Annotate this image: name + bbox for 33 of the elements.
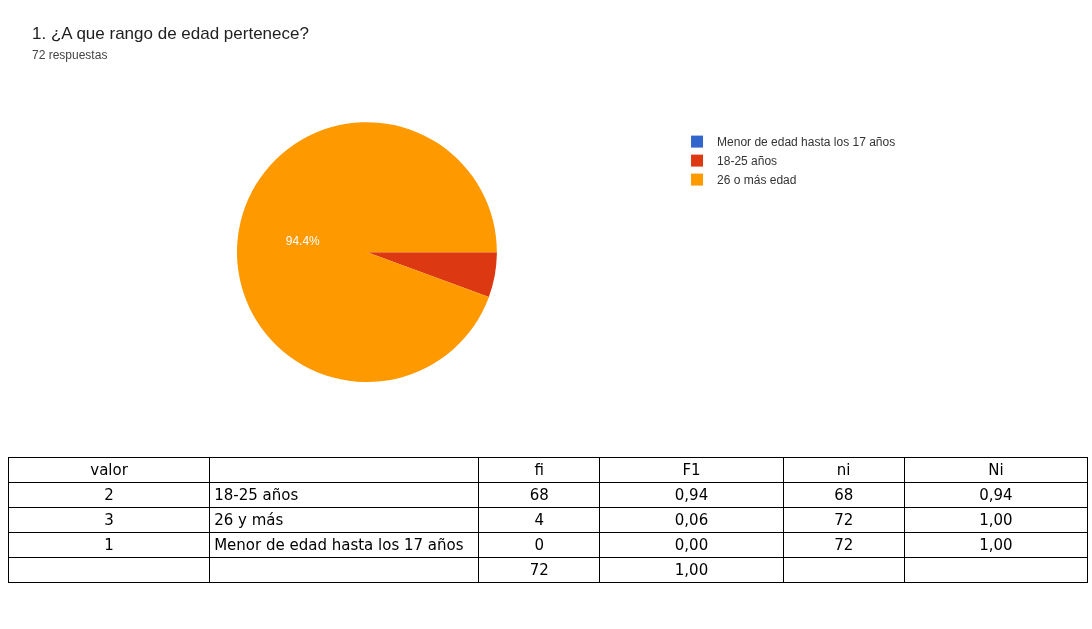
text: 68 <box>478 482 600 508</box>
text: 2 <box>8 482 210 508</box>
text: 0,06 <box>599 507 784 533</box>
text: 4 <box>478 507 600 533</box>
pie-slice <box>366 252 497 297</box>
category-label: fi <box>478 457 600 483</box>
text: 1,00 <box>599 557 784 583</box>
text: 0,00 <box>599 532 784 558</box>
legend-label: 26 o más edad <box>717 173 797 188</box>
category-label: F1 <box>599 457 784 483</box>
text: 0,94 <box>904 482 1088 508</box>
text: 0,94 <box>599 482 784 508</box>
text: 18-25 años <box>209 482 479 508</box>
text: 68 <box>783 482 905 508</box>
text: 1 <box>8 532 210 558</box>
legend-label: 18-25 años <box>717 154 778 169</box>
pie-slice <box>237 122 497 382</box>
data-label: 94.4% <box>285 233 321 248</box>
text: 72 <box>478 557 600 583</box>
text: Menor de edad hasta los 17 años <box>209 532 479 558</box>
text: 1,00 <box>904 532 1088 558</box>
text: 3 <box>8 507 210 533</box>
text: 1,00 <box>904 507 1088 533</box>
category-label: ni <box>783 457 905 483</box>
legend-label: Menor de edad hasta los 17 años <box>717 135 896 150</box>
category-label: Ni <box>904 457 1088 483</box>
chart-title: 1. ¿A que rango de edad pertenece? <box>32 24 309 44</box>
text: 0 <box>478 532 600 558</box>
text: 26 y más <box>209 507 479 533</box>
category-label: valor <box>8 457 210 483</box>
text: 72 <box>783 532 905 558</box>
text: 72 respuestas <box>32 48 109 62</box>
text: 72 <box>783 507 905 533</box>
